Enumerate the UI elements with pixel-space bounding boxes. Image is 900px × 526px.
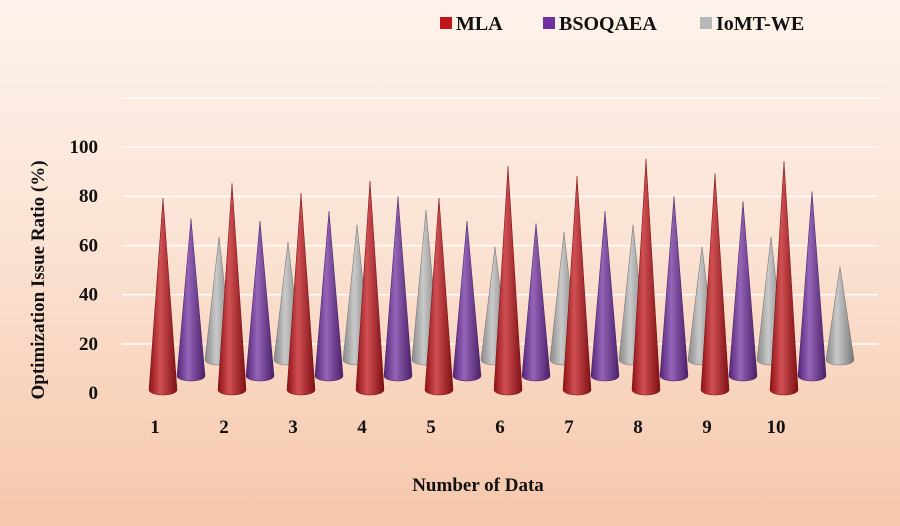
legend-swatch-bsoqaea — [543, 17, 555, 29]
x-tick-label: 10 — [767, 417, 786, 438]
x-tick-label: 1 — [150, 417, 160, 438]
x-axis-title: Number of Data — [412, 475, 544, 496]
cone-bsoqaea-2 — [245, 220, 275, 382]
legend-swatch-iomt-we — [700, 17, 712, 29]
cone-bsoqaea-1 — [176, 218, 206, 382]
cone-bsoqaea-9 — [728, 201, 758, 382]
cone-bsoqaea-7 — [590, 211, 620, 382]
cone-bsoqaea-3 — [314, 211, 344, 382]
x-tick-label: 9 — [702, 417, 712, 438]
legend-label-iomt-we: IoMT-WE — [716, 13, 804, 35]
cone-mla-7 — [562, 175, 592, 396]
cone-bsoqaea-10 — [797, 191, 827, 382]
cone-mla-9 — [700, 173, 730, 396]
x-tick-label: 4 — [357, 417, 367, 438]
legend-swatch-mla — [440, 17, 452, 29]
x-tick-label: 2 — [219, 417, 229, 438]
cone-mla-8 — [631, 158, 661, 396]
cone-mla-10 — [769, 161, 799, 396]
cone-bsoqaea-5 — [452, 220, 482, 382]
cone-mla-1 — [148, 198, 178, 396]
x-tick-label: 8 — [633, 417, 643, 438]
cone-mla-2 — [217, 183, 247, 396]
cone-mla-5 — [424, 198, 454, 396]
y-tick-label: 60 — [79, 235, 98, 256]
legend-label-bsoqaea: BSOQAEA — [559, 13, 657, 35]
y-tick-label: 40 — [79, 285, 98, 306]
x-tick-label: 5 — [426, 417, 436, 438]
cone-bsoqaea-6 — [521, 223, 551, 382]
cone-mla-4 — [355, 180, 385, 396]
y-tick-label: 20 — [79, 334, 98, 355]
x-tick-label: 7 — [564, 417, 574, 438]
cone-mla-3 — [286, 193, 316, 396]
cone-bsoqaea-4 — [383, 196, 413, 382]
x-tick-label: 6 — [495, 417, 505, 438]
cone-bsoqaea-8 — [659, 196, 689, 382]
legend-label-mla: MLA — [456, 13, 503, 35]
y-tick-label: 100 — [70, 137, 99, 158]
x-tick-label: 3 — [288, 417, 298, 438]
y-tick-label: 80 — [79, 186, 98, 207]
y-tick-label: 0 — [89, 383, 99, 404]
cone-iomt-we-10 — [825, 266, 855, 366]
cone-mla-6 — [493, 166, 523, 396]
y-axis-title: Optimization Issue Ratio (%) — [28, 160, 49, 399]
